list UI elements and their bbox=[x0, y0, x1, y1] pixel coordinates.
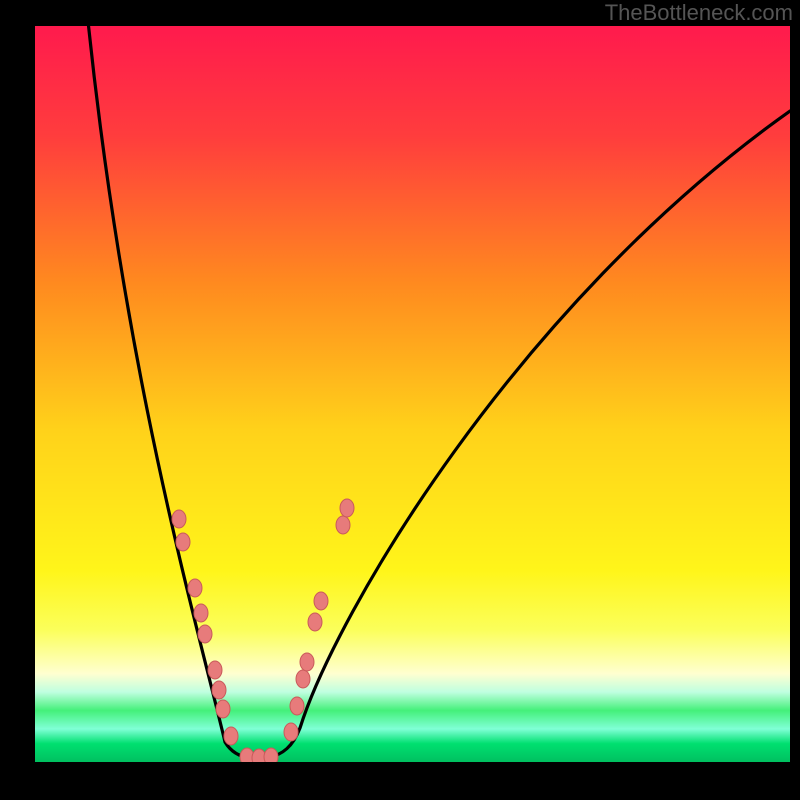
marker-left-1 bbox=[176, 533, 190, 551]
marker-right-1 bbox=[290, 697, 304, 715]
marker-left-6 bbox=[212, 681, 226, 699]
marker-right-3 bbox=[300, 653, 314, 671]
marker-left-8 bbox=[224, 727, 238, 745]
chart-frame: TheBottleneck.com bbox=[0, 0, 800, 800]
marker-bottom-2 bbox=[264, 748, 278, 762]
marker-right-0 bbox=[284, 723, 298, 741]
marker-left-5 bbox=[208, 661, 222, 679]
marker-right-7 bbox=[340, 499, 354, 517]
marker-left-3 bbox=[194, 604, 208, 622]
gradient-background bbox=[35, 26, 790, 762]
marker-left-2 bbox=[188, 579, 202, 597]
marker-right-6 bbox=[336, 516, 350, 534]
marker-left-4 bbox=[198, 625, 212, 643]
bottleneck-chart-svg bbox=[35, 26, 790, 762]
watermark-text: TheBottleneck.com bbox=[605, 0, 793, 26]
marker-right-2 bbox=[296, 670, 310, 688]
marker-right-4 bbox=[308, 613, 322, 631]
plot-area bbox=[35, 26, 790, 762]
marker-left-7 bbox=[216, 700, 230, 718]
marker-left-0 bbox=[172, 510, 186, 528]
marker-right-5 bbox=[314, 592, 328, 610]
